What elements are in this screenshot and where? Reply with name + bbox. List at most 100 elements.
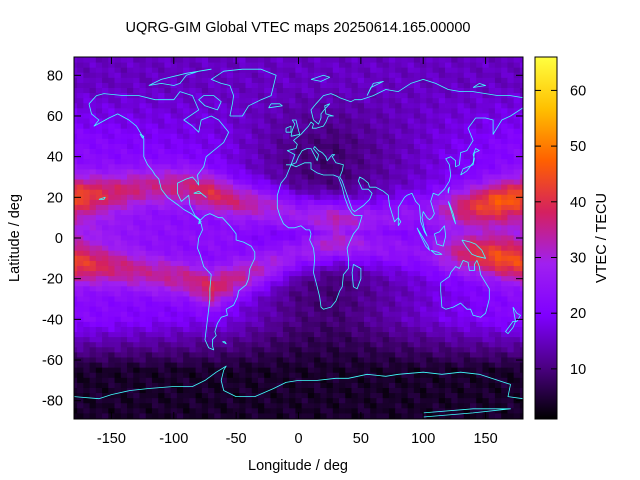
- heatmap-cell: [501, 362, 508, 369]
- heatmap-cell: [108, 215, 115, 221]
- heatmap-cell: [189, 159, 197, 165]
- heatmap-cell: [451, 133, 458, 140]
- heatmap-cell: [376, 72, 384, 79]
- heatmap-cell: [426, 250, 433, 257]
- heatmap-cell: [108, 62, 115, 69]
- heatmap-cell: [282, 245, 290, 252]
- heatmap-cell: [226, 291, 234, 297]
- heatmap-cell: [127, 184, 134, 191]
- heatmap-cell: [345, 143, 352, 150]
- heatmap-cell: [357, 143, 365, 150]
- heatmap-cell: [74, 296, 78, 302]
- heatmap-cell: [83, 179, 90, 186]
- heatmap-cell: [339, 326, 346, 333]
- heatmap-cell: [189, 179, 197, 186]
- heatmap-cell: [295, 164, 303, 170]
- heatmap-cell: [326, 347, 334, 353]
- heatmap-cell: [376, 362, 384, 369]
- heatmap-cell: [201, 235, 209, 241]
- heatmap-cell: [89, 138, 97, 145]
- heatmap-cell: [370, 367, 377, 374]
- heatmap-cell: [476, 271, 483, 277]
- heatmap-cell: [139, 357, 147, 363]
- heatmap-cell: [339, 88, 346, 94]
- heatmap-cell: [407, 260, 415, 267]
- heatmap-cell: [463, 332, 471, 338]
- heatmap-cell: [245, 301, 253, 308]
- heatmap-cell: [519, 387, 523, 394]
- heatmap-cell: [239, 199, 246, 206]
- heatmap-cell: [345, 276, 352, 282]
- heatmap-cell: [208, 403, 215, 409]
- heatmap-cell: [357, 342, 365, 348]
- heatmap-cell: [420, 316, 427, 323]
- heatmap-cell: [120, 367, 128, 374]
- heatmap-cell: [457, 154, 465, 160]
- heatmap-cell: [264, 98, 271, 104]
- heatmap-cell: [214, 93, 221, 99]
- heatmap-cell: [74, 88, 78, 94]
- heatmap-cell: [282, 204, 290, 211]
- heatmap-cell: [482, 337, 490, 343]
- heatmap-cell: [494, 215, 502, 221]
- heatmap-cell: [264, 143, 271, 150]
- heatmap-cell: [351, 321, 359, 328]
- heatmap-cell: [220, 398, 228, 404]
- heatmap-cell: [488, 255, 496, 262]
- heatmap-cell: [295, 62, 303, 69]
- heatmap-cell: [494, 291, 502, 297]
- heatmap-cell: [519, 103, 523, 109]
- heatmap-cell: [95, 387, 103, 394]
- heatmap-cell: [176, 306, 184, 313]
- heatmap-cell: [95, 118, 103, 124]
- heatmap-cell: [120, 382, 128, 389]
- heatmap-cell: [357, 62, 365, 69]
- heatmap-cell: [307, 62, 315, 69]
- heatmap-cell: [339, 301, 346, 308]
- heatmap-cell: [432, 377, 440, 384]
- heatmap-cell: [102, 98, 109, 104]
- heatmap-cell: [164, 210, 172, 216]
- heatmap-cell: [201, 316, 209, 323]
- heatmap-cell: [151, 311, 159, 318]
- heatmap-cell: [189, 57, 197, 63]
- heatmap-cell: [127, 235, 134, 241]
- heatmap-cell: [77, 291, 84, 297]
- heatmap-cell: [114, 225, 122, 231]
- heatmap-cell: [370, 393, 377, 399]
- heatmap-cell: [89, 357, 97, 363]
- heatmap-cell: [363, 199, 371, 206]
- heatmap-cell: [257, 301, 265, 308]
- heatmap-cell: [183, 286, 190, 292]
- heatmap-cell: [189, 362, 197, 369]
- heatmap-cell: [488, 326, 496, 333]
- heatmap-cell: [457, 149, 465, 155]
- heatmap-cell: [307, 133, 315, 140]
- heatmap-cell: [432, 337, 440, 343]
- heatmap-cell: [257, 169, 265, 175]
- heatmap-cell: [77, 77, 84, 84]
- heatmap-cell: [351, 169, 359, 175]
- heatmap-cell: [339, 143, 346, 150]
- heatmap-cell: [233, 143, 240, 150]
- heatmap-cell: [388, 250, 396, 257]
- heatmap-cell: [170, 352, 178, 358]
- heatmap-cell: [183, 372, 190, 379]
- heatmap-cell: [401, 235, 409, 241]
- heatmap-cell: [314, 362, 321, 369]
- heatmap-cell: [233, 174, 240, 180]
- heatmap-cell: [151, 352, 159, 358]
- heatmap-cell: [74, 174, 78, 180]
- heatmap-cell: [476, 372, 483, 379]
- heatmap-cell: [445, 291, 452, 297]
- heatmap-cell: [314, 311, 321, 318]
- heatmap-cell: [320, 220, 327, 226]
- heatmap-cell: [108, 133, 115, 140]
- heatmap-cell: [176, 210, 184, 216]
- heatmap-cell: [519, 169, 523, 175]
- heatmap-cell: [195, 225, 203, 231]
- heatmap-cell: [127, 260, 134, 267]
- heatmap-cell: [307, 311, 315, 318]
- heatmap-cell: [395, 118, 402, 124]
- heatmap-cell: [482, 164, 490, 170]
